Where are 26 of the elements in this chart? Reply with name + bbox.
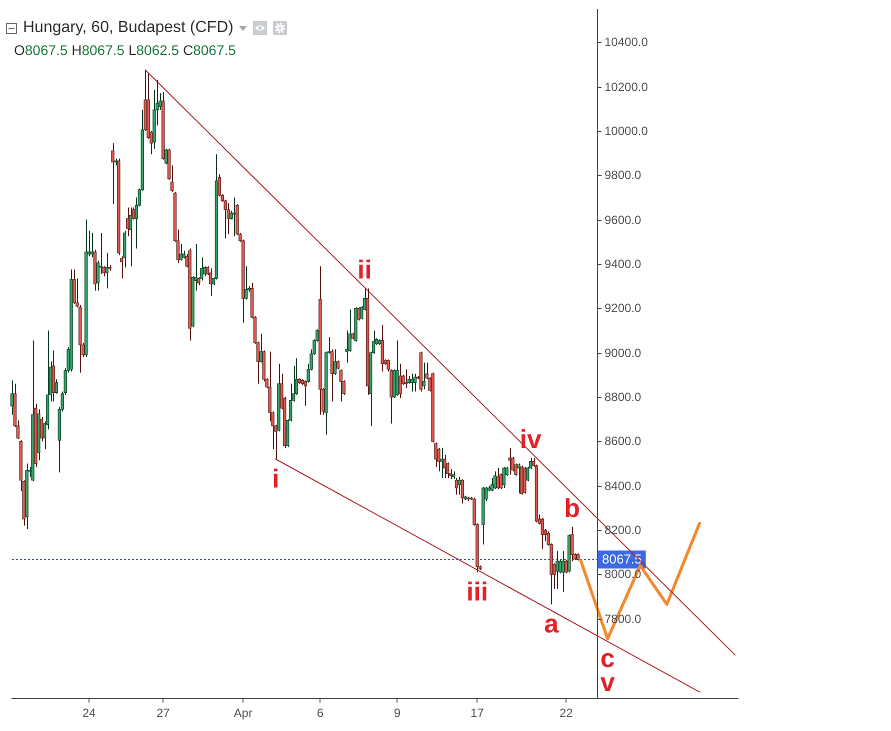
x-tick-label: 9 bbox=[394, 706, 401, 720]
y-tick-label: 9000.0 bbox=[604, 346, 642, 360]
x-tick-label: 17 bbox=[470, 706, 484, 720]
y-tick-label: 8800.0 bbox=[604, 390, 642, 404]
y-tick-label: 8400.0 bbox=[604, 478, 642, 493]
x-tick-label: Apr bbox=[234, 706, 252, 720]
x-tick-label: 27 bbox=[156, 706, 170, 720]
y-tick-label: 10000.0 bbox=[604, 124, 648, 138]
annotation: i bbox=[272, 463, 280, 494]
y-tick-label: 9200.0 bbox=[604, 300, 642, 315]
annotation: ii bbox=[357, 254, 372, 285]
x-tick-label: 22 bbox=[559, 706, 574, 720]
annotation: iii bbox=[466, 576, 488, 606]
text: O8067.5 H8067.5 L8062.5 C8067.5 bbox=[14, 42, 236, 58]
y-tick-label: 9600.0 bbox=[604, 212, 642, 227]
annotation: b bbox=[564, 492, 580, 523]
y-tick-label: 10400.0 bbox=[604, 34, 648, 49]
annotation: a bbox=[544, 608, 560, 639]
x-tick-label: 6 bbox=[316, 706, 324, 720]
y-tick-label: 8600.0 bbox=[604, 434, 642, 448]
x-tick-label: 24 bbox=[82, 706, 96, 720]
y-tick-label: 9400.0 bbox=[604, 256, 642, 271]
text: Hungary, 60, Budapest (CFD) bbox=[23, 18, 234, 38]
y-tick-label: 9800.0 bbox=[604, 168, 642, 182]
y-tick-label: 10200.0 bbox=[604, 80, 648, 94]
annotation: iv bbox=[520, 424, 542, 454]
